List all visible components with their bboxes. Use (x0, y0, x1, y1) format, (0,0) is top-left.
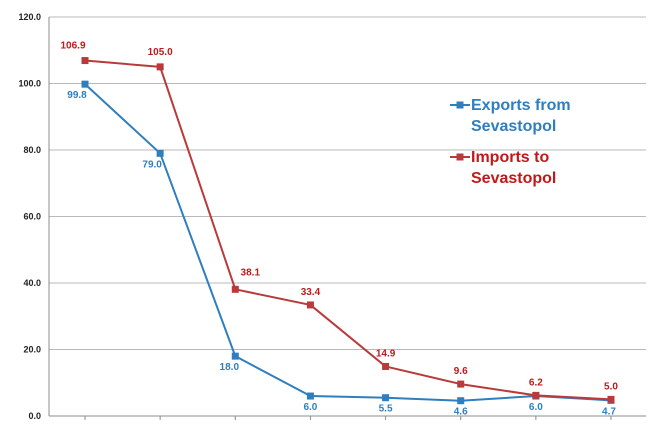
data-point (306, 392, 314, 400)
legend-label: Exports from (471, 97, 571, 114)
data-label: 6.2 (529, 377, 543, 388)
grid-lines (49, 16, 646, 417)
legend-label: Sevastopol (471, 118, 556, 135)
y-tick-label: 60.0 (23, 212, 41, 222)
data-label: 99.8 (67, 90, 87, 101)
y-tick-label: 120.0 (18, 12, 41, 22)
axes: 0.0 20.0 40.0 60.0 80.0 100.0 120.0 (18, 12, 646, 421)
legend-marker (456, 153, 464, 161)
legend-marker (456, 101, 464, 109)
data-label: 6.0 (529, 402, 543, 413)
data-label: 6.0 (303, 402, 317, 413)
data-label: 33.4 (301, 287, 321, 298)
data-point (457, 397, 465, 405)
data-label: 5.0 (604, 381, 618, 392)
data-label: 18.0 (220, 362, 240, 373)
y-tick-label: 80.0 (23, 145, 41, 155)
data-point (231, 285, 239, 293)
data-point (306, 301, 314, 309)
data-point (81, 80, 89, 88)
data-point (607, 395, 615, 403)
legend-label: Sevastopol (471, 170, 556, 187)
data-labels: 99.8 79.0 18.0 6.0 5.5 4.6 6.0 4.7 106.9 105.0 38.… (60, 41, 618, 418)
data-label: 79.0 (142, 159, 162, 170)
series-line-0 (84, 83, 612, 402)
data-point (457, 380, 465, 388)
legend-item: Imports to Sevastopol (450, 149, 556, 187)
data-label: 9.6 (454, 366, 468, 377)
data-point (156, 149, 164, 157)
data-label: 105.0 (148, 47, 173, 58)
data-label: 5.5 (379, 404, 393, 415)
data-point (156, 63, 164, 71)
y-tick-label: 20.0 (23, 345, 41, 355)
data-label: 38.1 (241, 267, 261, 278)
data-point (81, 57, 89, 65)
legend-item: Exports from Sevastopol (450, 97, 571, 135)
data-point (382, 362, 390, 370)
data-label: 4.7 (602, 406, 616, 417)
data-point (231, 352, 239, 360)
series-line-1 (84, 59, 612, 401)
data-label: 106.9 (60, 41, 85, 52)
y-tick-label: 100.0 (18, 79, 41, 89)
series (81, 57, 615, 405)
data-point (382, 394, 390, 402)
data-label: 14.9 (376, 348, 396, 359)
legend-label: Imports to (471, 149, 549, 166)
legend: Exports from Sevastopol Imports to Sevastop… (450, 97, 571, 187)
data-point (532, 391, 540, 399)
y-tick-label: 40.0 (23, 278, 41, 288)
data-label: 4.6 (454, 407, 468, 418)
y-tick-label: 0.0 (28, 411, 41, 421)
